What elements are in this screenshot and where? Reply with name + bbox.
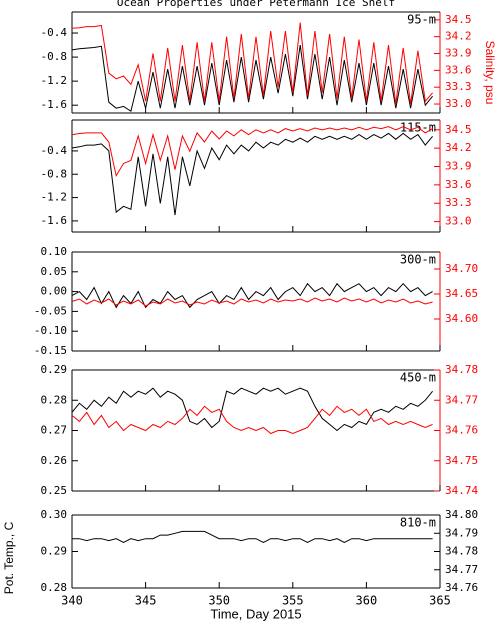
y-axis-label: Pot. Temp., C xyxy=(2,521,16,594)
y2-tick-label: 33.9 xyxy=(445,47,472,60)
y-tick-label: -0.8 xyxy=(41,167,68,180)
y2-axis-label: Salinity, psu xyxy=(483,41,497,105)
y-tick-label: -1.2 xyxy=(41,74,68,87)
y-tick-label: 0.26 xyxy=(41,454,68,467)
y2-tick-label: 34.2 xyxy=(445,30,472,43)
y2-tick-label: 34.77 xyxy=(445,563,478,576)
y2-tick-label: 34.2 xyxy=(445,141,472,154)
y2-tick-label: 33.6 xyxy=(445,178,472,191)
data-line xyxy=(71,387,433,432)
data-line xyxy=(71,45,433,113)
y2-tick-label: 33.3 xyxy=(445,196,472,209)
y-tick-label: 0.25 xyxy=(41,484,68,497)
y-tick-label: 0.30 xyxy=(41,508,68,521)
y-tick-label: -0.05 xyxy=(34,304,67,317)
data-line xyxy=(71,297,433,307)
data-line xyxy=(71,132,433,216)
y2-tick-label: 34.78 xyxy=(445,363,478,376)
y-tick-label: 0.28 xyxy=(41,393,68,406)
x-tick-label: 350 xyxy=(208,594,230,608)
y-tick-label: -0.4 xyxy=(41,144,68,157)
panel-label: 450-m xyxy=(400,371,436,385)
y2-tick-label: 34.60 xyxy=(445,312,478,325)
y2-tick-label: 34.70 xyxy=(445,262,478,275)
panel-label: 300-m xyxy=(400,253,436,267)
y-tick-label: -1.2 xyxy=(41,191,68,204)
data-line xyxy=(71,405,433,435)
y2-tick-label: 34.79 xyxy=(445,526,478,539)
y-tick-label: -0.15 xyxy=(34,344,67,357)
y-tick-label: 0.28 xyxy=(41,581,68,594)
y-tick-label: 0.29 xyxy=(41,545,68,558)
y2-tick-label: 34.74 xyxy=(445,484,478,497)
y-tick-label: -0.10 xyxy=(34,324,67,337)
panel-label: 95-m xyxy=(407,13,436,27)
data-line xyxy=(71,22,433,105)
y2-tick-label: 34.5 xyxy=(445,13,472,26)
y-tick-label: 0.10 xyxy=(41,245,68,258)
data-line xyxy=(71,282,433,309)
y2-tick-label: 34.76 xyxy=(445,581,478,594)
y-tick-label: -0.4 xyxy=(41,26,68,39)
x-tick-label: 340 xyxy=(61,594,83,608)
y2-tick-label: 34.76 xyxy=(445,424,478,437)
panel-label: 810-m xyxy=(400,516,436,530)
y-tick-label: -1.6 xyxy=(41,98,68,111)
y2-tick-label: 33.6 xyxy=(445,63,472,76)
y2-tick-label: 34.65 xyxy=(445,287,478,300)
y-tick-label: 0.29 xyxy=(41,363,68,376)
data-line xyxy=(72,530,433,543)
y2-tick-label: 33.0 xyxy=(445,215,472,228)
y2-tick-label: 33.3 xyxy=(445,80,472,93)
x-tick-label: 365 xyxy=(429,594,451,608)
chart-title: Ocean Properties under Petermann Ice She… xyxy=(117,0,395,9)
y-tick-label: 0.05 xyxy=(41,265,68,278)
x-tick-label: 345 xyxy=(135,594,157,608)
y-tick-label: 0.00 xyxy=(41,285,68,298)
y2-tick-label: 33.0 xyxy=(445,97,472,110)
y2-tick-label: 34.78 xyxy=(445,545,478,558)
y-tick-label: -1.6 xyxy=(41,214,68,227)
y-tick-label: -0.8 xyxy=(41,50,68,63)
y2-tick-label: 34.77 xyxy=(445,393,478,406)
y2-tick-label: 33.9 xyxy=(445,160,472,173)
data-line xyxy=(71,126,433,178)
x-tick-label: 355 xyxy=(282,594,304,608)
y2-tick-label: 34.75 xyxy=(445,454,478,467)
x-axis-label: Time, Day 2015 xyxy=(210,606,301,621)
x-tick-label: 360 xyxy=(356,594,378,608)
y2-tick-label: 34.80 xyxy=(445,508,478,521)
y-tick-label: 0.27 xyxy=(41,424,68,437)
y2-tick-label: 34.5 xyxy=(445,123,472,136)
